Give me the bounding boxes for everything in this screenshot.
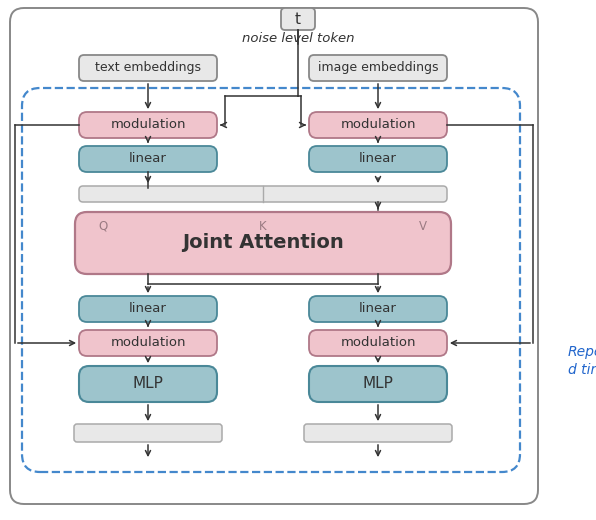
- Text: Repeat: Repeat: [568, 345, 596, 359]
- Text: Joint Attention: Joint Attention: [182, 233, 344, 253]
- FancyBboxPatch shape: [309, 296, 447, 322]
- Text: linear: linear: [359, 152, 397, 165]
- FancyBboxPatch shape: [309, 366, 447, 402]
- FancyBboxPatch shape: [79, 366, 217, 402]
- Text: K: K: [259, 219, 267, 232]
- FancyBboxPatch shape: [79, 330, 217, 356]
- FancyBboxPatch shape: [79, 146, 217, 172]
- Text: modulation: modulation: [340, 336, 416, 349]
- FancyBboxPatch shape: [79, 112, 217, 138]
- FancyBboxPatch shape: [79, 186, 447, 202]
- FancyBboxPatch shape: [79, 296, 217, 322]
- FancyBboxPatch shape: [10, 8, 538, 504]
- FancyBboxPatch shape: [281, 8, 315, 30]
- FancyBboxPatch shape: [309, 112, 447, 138]
- Text: MLP: MLP: [132, 376, 163, 392]
- Text: modulation: modulation: [110, 336, 186, 349]
- FancyBboxPatch shape: [309, 146, 447, 172]
- Text: linear: linear: [129, 152, 167, 165]
- Text: image embeddings: image embeddings: [318, 61, 438, 74]
- Text: Q: Q: [98, 219, 108, 232]
- FancyBboxPatch shape: [309, 55, 447, 81]
- Text: t: t: [295, 11, 301, 27]
- Text: modulation: modulation: [340, 119, 416, 132]
- FancyBboxPatch shape: [304, 424, 452, 442]
- Text: modulation: modulation: [110, 119, 186, 132]
- Text: MLP: MLP: [362, 376, 393, 392]
- FancyBboxPatch shape: [79, 55, 217, 81]
- FancyBboxPatch shape: [309, 330, 447, 356]
- FancyBboxPatch shape: [75, 212, 451, 274]
- Text: text embeddings: text embeddings: [95, 61, 201, 74]
- FancyBboxPatch shape: [74, 424, 222, 442]
- Text: noise level token: noise level token: [242, 32, 354, 45]
- Text: d times: d times: [568, 363, 596, 377]
- Text: linear: linear: [359, 303, 397, 316]
- Text: linear: linear: [129, 303, 167, 316]
- Text: V: V: [419, 219, 427, 232]
